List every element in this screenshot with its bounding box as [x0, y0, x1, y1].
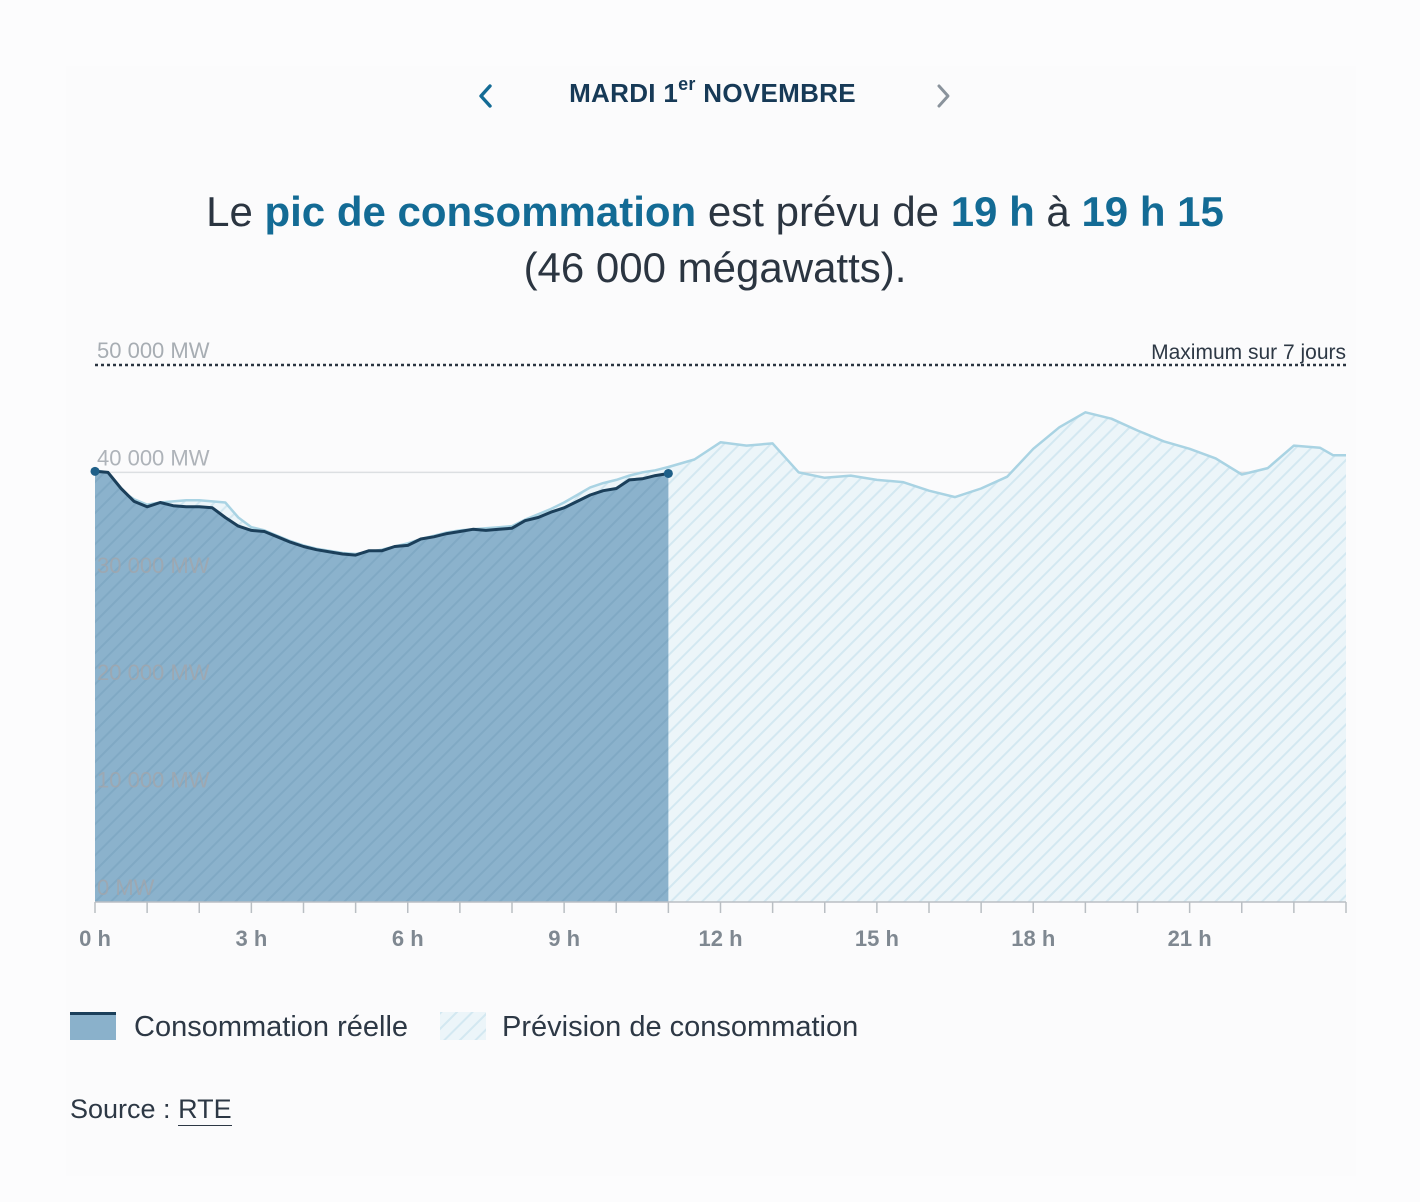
y-tick-label: 40 000 MW — [97, 445, 210, 470]
legend-label-forecast: Prévision de consommation — [502, 1011, 859, 1043]
previous-day-button[interactable] — [468, 76, 504, 116]
actual-start-point — [90, 466, 100, 476]
legend-swatch-forecast — [440, 1012, 486, 1040]
headline-text: est prévu de — [696, 188, 951, 235]
peak-value: (46 000 mégawatts). — [523, 244, 907, 291]
legend-swatch-actual — [70, 1012, 116, 1040]
y-tick-label: 20 000 MW — [97, 660, 210, 685]
y-axis-labels: 0 MW 10 000 MW 20 000 MW 30 000 MW 40 000 MW… — [95, 338, 1346, 900]
actual-end-point — [663, 468, 673, 478]
x-tick-label: 12 h — [698, 926, 742, 951]
x-tick-label: 6 h — [392, 926, 424, 951]
date-month: NOVEMBRE — [703, 78, 856, 108]
peak-end-time: 19 h 15 — [1081, 188, 1224, 235]
max-line-label: Maximum sur 7 jours — [1151, 341, 1346, 364]
x-tick-label: 0 h — [79, 926, 111, 951]
source-line: Source : RTE — [70, 1094, 232, 1126]
actual-area — [95, 471, 669, 902]
forecast-line — [94, 411, 1346, 556]
consumption-chart: 0 MW 10 000 MW 20 000 MW 30 000 MW 40 000 MW… — [79, 338, 1347, 951]
source-link[interactable]: RTE — [178, 1094, 232, 1126]
date-label: MARDI 1er NOVEMBRE — [520, 74, 905, 109]
headline: Le pic de consommation est prévu de 19 h… — [120, 184, 1310, 296]
x-tick-label: 21 h — [1168, 926, 1212, 951]
x-tick-label: 18 h — [1011, 926, 1055, 951]
x-axis: 0 h 3 h 6 h 9 h 12 h 15 h 18 h 21 h — [79, 901, 1347, 951]
chevron-right-icon — [937, 84, 950, 108]
x-tick-label: 3 h — [235, 926, 267, 951]
date-day-suffix: er — [678, 74, 696, 94]
legend-label-actual: Consommation réelle — [134, 1011, 409, 1043]
date-navigation: MARDI 1er NOVEMBRE — [0, 74, 1420, 118]
peak-start-time: 19 h — [950, 188, 1035, 235]
headline-highlight: pic de consommation — [264, 188, 697, 235]
next-day-button[interactable] — [925, 76, 961, 116]
y-tick-label: 30 000 MW — [97, 553, 210, 578]
source-prefix: Source : — [70, 1094, 179, 1124]
y-tick-label: 50 000 MW — [97, 338, 210, 363]
chevron-left-icon — [479, 84, 492, 108]
headline-text: Le — [206, 188, 265, 235]
x-tick-label: 15 h — [855, 926, 899, 951]
date-day: MARDI 1 — [569, 78, 679, 108]
y-tick-label: 0 MW — [97, 875, 155, 900]
headline-text: à — [1034, 188, 1082, 235]
y-tick-label: 10 000 MW — [97, 768, 210, 793]
actual-line — [94, 469, 669, 557]
actual-series — [90, 466, 673, 902]
x-tick-label: 9 h — [548, 926, 580, 951]
